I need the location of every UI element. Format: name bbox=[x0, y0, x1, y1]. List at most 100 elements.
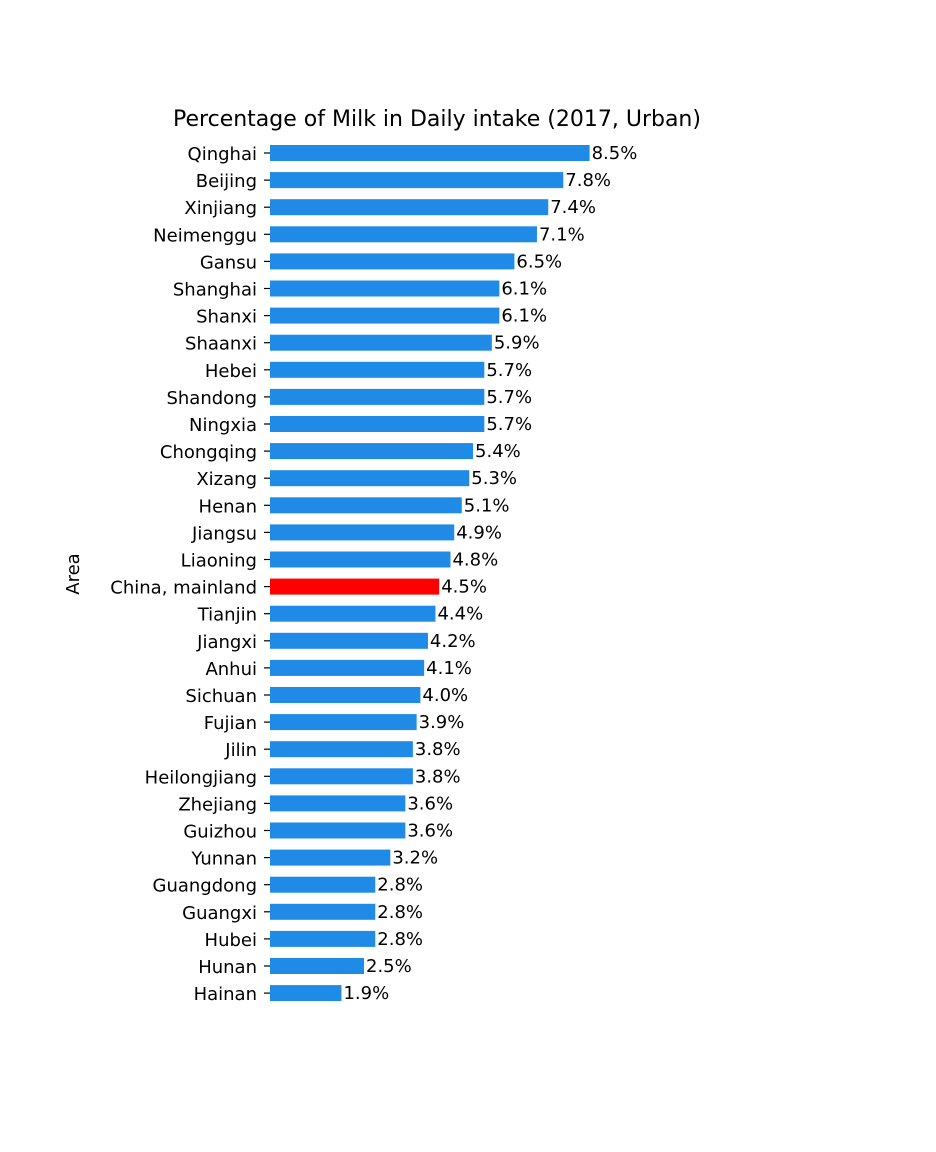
bar-hunan bbox=[270, 958, 364, 974]
bar-beijing bbox=[270, 172, 564, 189]
bar-hubei bbox=[270, 930, 376, 947]
bar-jiangxi bbox=[270, 632, 428, 649]
bar-shanxi bbox=[270, 307, 500, 324]
y-tick-label-xizang: Xizang bbox=[196, 469, 257, 490]
value-label-gansu: 6.5% bbox=[516, 251, 562, 272]
y-tick-label-china-mainland: China, mainland bbox=[110, 578, 257, 599]
value-label-shanxi: 6.1% bbox=[501, 306, 547, 327]
value-label-guizhou: 3.6% bbox=[407, 821, 453, 842]
bar-neimenggu bbox=[270, 226, 537, 243]
bar-china-mainland bbox=[270, 578, 440, 595]
bar-gansu bbox=[270, 253, 515, 270]
bar-chongqing bbox=[270, 443, 474, 460]
y-tick-label-hainan: Hainan bbox=[194, 984, 257, 1005]
value-label-hainan: 1.9% bbox=[343, 983, 389, 1004]
y-tick-label-tianjin: Tianjin bbox=[197, 605, 257, 626]
value-label-neimenggu: 7.1% bbox=[539, 224, 585, 245]
bar-hebei bbox=[270, 361, 485, 378]
y-tick-label-henan: Henan bbox=[199, 496, 257, 517]
value-label-sichuan: 4.0% bbox=[422, 685, 468, 706]
y-tick-label-shandong: Shandong bbox=[166, 388, 257, 409]
y-tick-label-sichuan: Sichuan bbox=[185, 686, 257, 707]
value-label-xizang: 5.3% bbox=[471, 468, 517, 489]
value-label-guangdong: 2.8% bbox=[377, 875, 423, 896]
value-label-beijing: 7.8% bbox=[565, 170, 611, 191]
y-tick-label-shanxi: Shanxi bbox=[196, 307, 257, 328]
value-labels-group: 8.5% 7.8% 7.4% 7.1% 6.5% 6.1% 6.1% 5.9% 5.7% 5.7%… bbox=[343, 143, 637, 1004]
y-tick-label-shaanxi: Shaanxi bbox=[185, 334, 257, 355]
value-label-ningxia: 5.7% bbox=[486, 414, 532, 435]
bar-fujian bbox=[270, 714, 417, 731]
y-tick-label-neimenggu: Neimenggu bbox=[153, 225, 257, 246]
value-label-henan: 5.1% bbox=[464, 495, 510, 516]
bar-guangdong bbox=[270, 876, 376, 893]
bar-guizhou bbox=[270, 822, 406, 839]
bar-henan bbox=[270, 497, 462, 514]
value-label-xinjiang: 7.4% bbox=[550, 197, 596, 218]
y-tick-label-guizhou: Guizhou bbox=[183, 822, 257, 843]
y-tick-label-heilongjiang: Heilongjiang bbox=[145, 767, 257, 788]
bar-ningxia bbox=[270, 416, 485, 432]
value-label-hubei: 2.8% bbox=[377, 929, 423, 950]
y-axis-ticks: Qinghai Beijing Xinjiang Neimenggu Gansu Shan… bbox=[110, 144, 270, 1005]
bar-liaoning bbox=[270, 551, 451, 568]
bar-guangxi bbox=[270, 903, 376, 920]
bar-jilin bbox=[270, 741, 413, 758]
value-label-liaoning: 4.8% bbox=[452, 550, 498, 571]
y-tick-label-hubei: Hubei bbox=[205, 930, 257, 951]
value-label-china-mainland: 4.5% bbox=[441, 577, 487, 598]
y-tick-label-shanghai: Shanghai bbox=[173, 280, 257, 301]
value-label-hunan: 2.5% bbox=[366, 956, 412, 977]
y-tick-label-zhejiang: Zhejiang bbox=[178, 794, 257, 815]
value-label-jilin: 3.8% bbox=[415, 739, 461, 760]
y-axis-label: Area bbox=[63, 553, 84, 594]
value-label-jiangsu: 4.9% bbox=[456, 522, 502, 543]
y-tick-label-chongqing: Chongqing bbox=[160, 442, 257, 463]
y-tick-label-guangdong: Guangdong bbox=[153, 876, 258, 897]
value-label-chongqing: 5.4% bbox=[475, 441, 521, 462]
bar-qinghai bbox=[270, 145, 590, 161]
y-tick-label-qinghai: Qinghai bbox=[188, 144, 257, 165]
value-label-shandong: 5.7% bbox=[486, 387, 532, 408]
value-label-fujian: 3.9% bbox=[419, 712, 465, 733]
y-tick-label-hebei: Hebei bbox=[205, 361, 257, 382]
bars-group bbox=[270, 145, 590, 1002]
y-tick-label-beijing: Beijing bbox=[196, 171, 257, 192]
value-label-hebei: 5.7% bbox=[486, 360, 532, 381]
bar-tianjin bbox=[270, 605, 436, 622]
bar-hainan bbox=[270, 985, 342, 1002]
chart-title: Percentage of Milk in Daily intake (2017… bbox=[173, 107, 701, 132]
bar-shaanxi bbox=[270, 334, 492, 351]
bar-heilongjiang bbox=[270, 768, 413, 785]
value-label-shanghai: 6.1% bbox=[501, 279, 547, 300]
value-label-zhejiang: 3.6% bbox=[407, 793, 453, 814]
value-label-yunnan: 3.2% bbox=[392, 848, 438, 869]
value-label-tianjin: 4.4% bbox=[437, 604, 483, 625]
y-tick-label-liaoning: Liaoning bbox=[181, 551, 257, 572]
value-label-heilongjiang: 3.8% bbox=[415, 766, 461, 787]
y-tick-label-ningxia: Ningxia bbox=[189, 415, 257, 436]
bar-anhui bbox=[270, 659, 425, 676]
value-label-qinghai: 8.5% bbox=[592, 143, 638, 164]
bar-zhejiang bbox=[270, 795, 406, 812]
y-tick-label-hunan: Hunan bbox=[198, 957, 257, 978]
value-label-anhui: 4.1% bbox=[426, 658, 472, 679]
value-label-shaanxi: 5.9% bbox=[494, 333, 540, 354]
y-tick-label-jiangxi: Jiangxi bbox=[196, 632, 257, 653]
y-tick-label-guangxi: Guangxi bbox=[182, 903, 257, 924]
bar-xizang bbox=[270, 470, 470, 487]
y-tick-label-jiangsu: Jiangsu bbox=[191, 523, 257, 544]
y-tick-label-fujian: Fujian bbox=[204, 713, 257, 734]
bar-shandong bbox=[270, 388, 485, 405]
bar-sichuan bbox=[270, 687, 421, 703]
y-tick-label-jilin: Jilin bbox=[224, 740, 257, 761]
y-tick-label-gansu: Gansu bbox=[200, 252, 257, 273]
y-tick-label-yunnan: Yunnan bbox=[190, 849, 257, 870]
bar-xinjiang bbox=[270, 199, 549, 216]
bar-yunnan bbox=[270, 849, 391, 866]
y-tick-label-xinjiang: Xinjiang bbox=[184, 198, 257, 219]
y-tick-label-anhui: Anhui bbox=[205, 659, 257, 680]
bar-jiangsu bbox=[270, 524, 455, 541]
